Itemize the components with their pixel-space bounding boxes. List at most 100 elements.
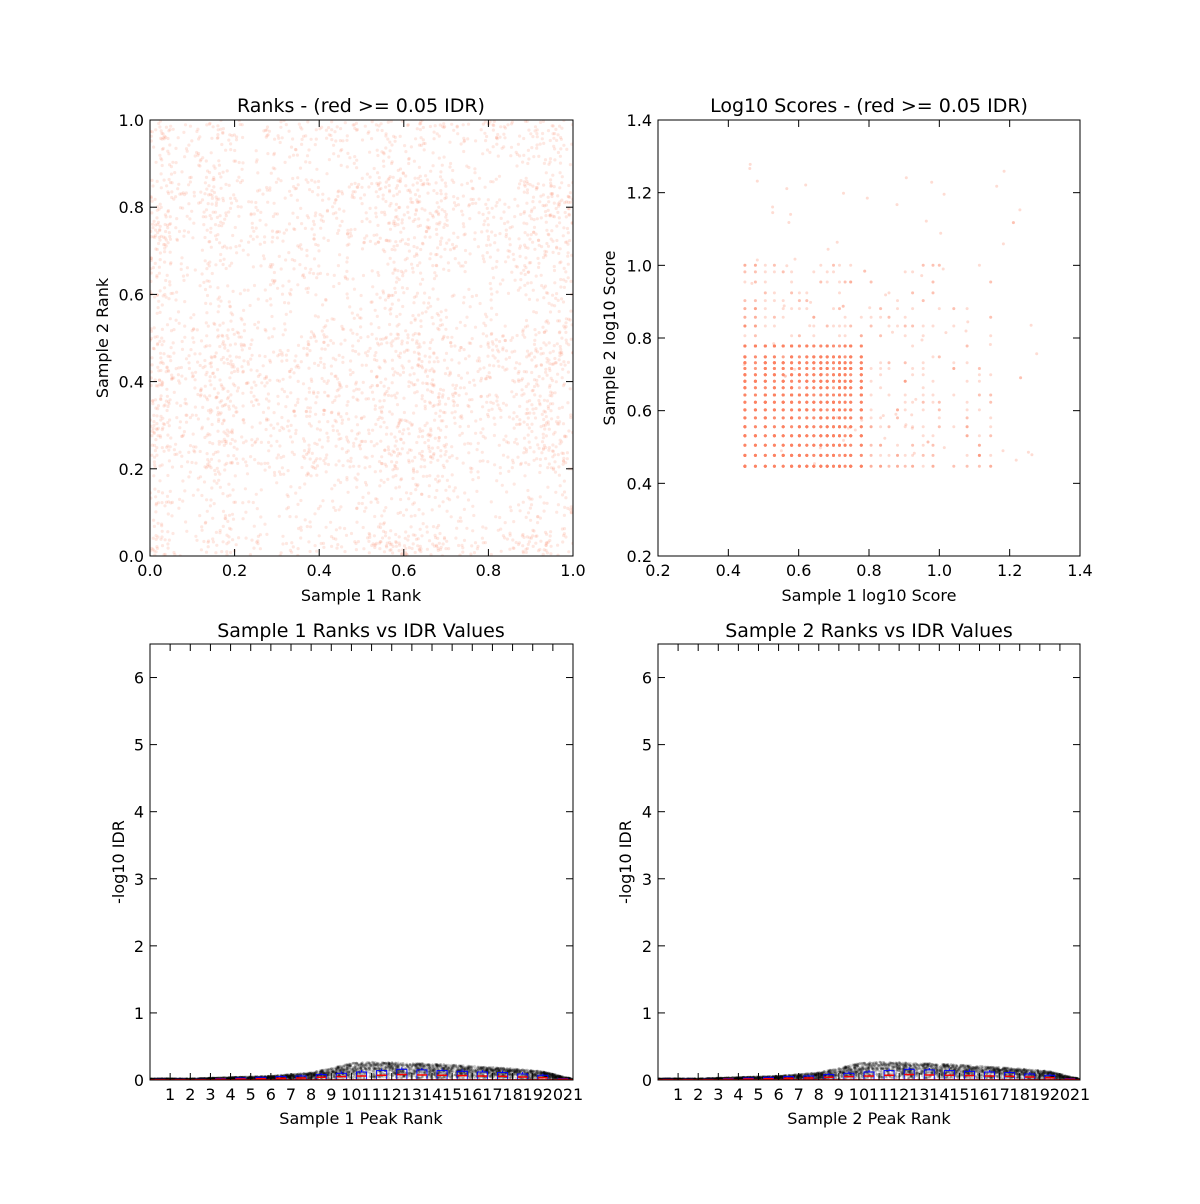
- rank-point: [419, 283, 422, 286]
- rank-point: [544, 320, 547, 323]
- rank-point: [525, 202, 528, 205]
- rank-point: [325, 335, 328, 338]
- rank-point: [357, 473, 360, 476]
- rank-point: [433, 277, 436, 280]
- rank-point: [337, 479, 340, 482]
- rank-point: [194, 406, 197, 409]
- rank-point: [253, 323, 256, 326]
- rank-point: [557, 151, 560, 154]
- rank-point: [528, 441, 531, 444]
- rank-point: [488, 151, 491, 154]
- score-point: [932, 401, 935, 404]
- rank-point: [253, 525, 256, 528]
- rank-point: [526, 489, 529, 492]
- rank-point: [310, 424, 313, 427]
- rank-point: [189, 416, 192, 419]
- rank-point: [459, 386, 462, 389]
- rank-point: [533, 343, 536, 346]
- rank-point: [481, 254, 484, 257]
- rank-point: [565, 200, 568, 203]
- rank-point: [361, 138, 364, 141]
- rank-point: [353, 196, 356, 199]
- scores-title: Log10 Scores - (red >= 0.05 IDR): [710, 95, 1028, 117]
- rank-point: [402, 514, 405, 517]
- rank-point: [397, 169, 400, 172]
- rank-point: [472, 514, 475, 517]
- rank-point: [392, 245, 395, 248]
- rank-point: [391, 551, 394, 554]
- rank-point: [485, 244, 488, 247]
- rank-point: [335, 217, 338, 220]
- rank-point: [405, 491, 408, 494]
- rank-point: [216, 368, 219, 371]
- rank-point: [315, 395, 318, 398]
- rank-point: [249, 343, 252, 346]
- score-point: [921, 339, 924, 342]
- rank-point: [355, 507, 358, 510]
- rank-point: [233, 160, 236, 163]
- rank-point: [511, 538, 514, 541]
- rank-point: [482, 435, 485, 438]
- rank-point: [542, 424, 545, 427]
- rank-point: [357, 183, 360, 186]
- rank-point: [305, 249, 308, 252]
- rank-point: [501, 484, 504, 487]
- rank-point: [240, 365, 243, 368]
- rank-point: [333, 130, 336, 133]
- rank-point: [313, 238, 316, 241]
- rank-point: [467, 425, 470, 428]
- rank-point: [349, 460, 352, 463]
- rank-point: [391, 248, 394, 251]
- rank-point: [560, 297, 563, 300]
- rank-point: [564, 496, 567, 499]
- rank-point: [559, 147, 562, 150]
- rank-point: [444, 182, 447, 185]
- rank-point: [408, 250, 411, 253]
- rank-point: [477, 442, 480, 445]
- rank-point: [186, 460, 189, 463]
- rank-point: [208, 344, 211, 347]
- rank-point: [305, 397, 308, 400]
- rank-point: [155, 534, 158, 537]
- rank-point: [173, 391, 176, 394]
- rank-point: [542, 256, 545, 259]
- rank-point: [290, 424, 293, 427]
- rank-point: [292, 371, 295, 374]
- rank-point: [288, 155, 291, 158]
- rank-point: [493, 423, 496, 426]
- rank-point: [483, 219, 486, 222]
- rank-point: [205, 123, 208, 126]
- rank-point: [506, 220, 509, 223]
- rank-point: [489, 256, 492, 259]
- rank-point: [485, 315, 488, 318]
- rank-point: [152, 424, 155, 427]
- rank-point: [516, 442, 519, 445]
- rank-point: [228, 184, 231, 187]
- rank-point: [201, 406, 204, 409]
- rank-point: [172, 341, 175, 344]
- rank-point: [412, 271, 415, 274]
- rank-point: [152, 414, 155, 417]
- rank-point: [454, 410, 457, 413]
- rank-point: [495, 313, 498, 316]
- rank-point: [446, 219, 449, 222]
- rank-point: [283, 232, 286, 235]
- rank-point: [183, 336, 186, 339]
- rank-point: [475, 490, 478, 493]
- rank-point: [543, 510, 546, 513]
- rank-point: [542, 184, 545, 187]
- rank-point: [443, 248, 446, 251]
- rank-point: [547, 209, 550, 212]
- rank-point: [435, 233, 438, 236]
- rank-point: [232, 501, 235, 504]
- score-point: [832, 270, 835, 273]
- rank-point: [545, 421, 548, 424]
- rank-point: [436, 526, 439, 529]
- rank-point: [155, 274, 158, 277]
- rank-point: [326, 210, 329, 213]
- rank-point: [550, 417, 553, 420]
- rank-point: [468, 398, 471, 401]
- rank-point: [314, 401, 317, 404]
- rank-point: [266, 152, 269, 155]
- rank-point: [224, 403, 227, 406]
